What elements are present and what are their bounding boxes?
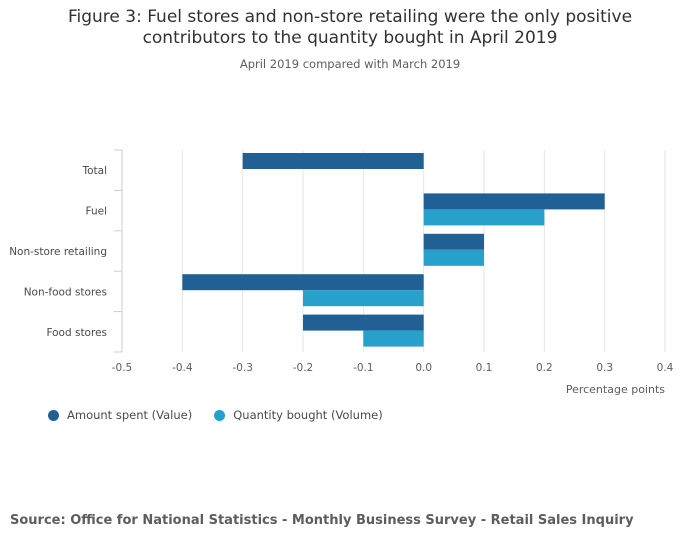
x-axis-ticks: -0.5 -0.4 -0.3 -0.2 -0.1 0.0 0.1 0.2 0.3 0.4: [112, 362, 674, 374]
bar-volume[interactable]: [303, 290, 424, 307]
x-tick-label: -0.5: [112, 362, 133, 374]
x-tick-label: -0.3: [232, 362, 253, 374]
bar-value[interactable]: [303, 314, 424, 331]
legend-label-value: Amount spent (Value): [67, 408, 193, 422]
bars: [182, 153, 605, 347]
source-note: Source: Office for National Statistics -…: [10, 513, 634, 528]
chart-title: Figure 3: Fuel stores and non-store reta…: [67, 7, 633, 48]
bar-value[interactable]: [423, 233, 484, 250]
x-tick-label: 0.1: [476, 362, 493, 374]
category-label: Food stores: [46, 327, 107, 339]
category-label: Fuel: [86, 206, 108, 218]
category-label: Non-store retailing: [9, 246, 107, 258]
x-tick-label: 0.3: [596, 362, 613, 374]
legend-item-value[interactable]: Amount spent (Value): [48, 408, 192, 422]
bar-value[interactable]: [423, 193, 605, 210]
x-tick-label: 0.2: [536, 362, 553, 374]
bar-volume[interactable]: [363, 330, 424, 347]
legend-swatch-volume: [214, 409, 226, 421]
bar-chart: Total Fuel Non-store retailing Non-food sto…: [9, 149, 674, 396]
bar-volume[interactable]: [423, 249, 484, 266]
x-tick-label: -0.2: [293, 362, 314, 374]
x-tick-label: 0.0: [415, 362, 432, 374]
x-tick-label: 0.4: [657, 362, 674, 374]
legend: Amount spent (Value) Quantity bought (Vo…: [48, 408, 405, 422]
legend-swatch-value: [48, 409, 59, 421]
x-tick-label: -0.4: [172, 362, 193, 374]
category-label: Non-food stores: [24, 286, 107, 298]
bar-value[interactable]: [242, 153, 424, 169]
category-axis: Total Fuel Non-store retailing Non-food sto…: [9, 149, 123, 353]
category-label: Total: [81, 165, 107, 177]
x-axis-title: Percentage points: [566, 383, 665, 396]
legend-item-volume[interactable]: Quantity bought (Volume): [214, 408, 383, 422]
legend-label-volume: Quantity bought (Volume): [233, 408, 383, 422]
chart-subtitle: April 2019 compared with March 2019: [239, 57, 461, 71]
bar-value[interactable]: [182, 274, 424, 291]
x-tick-label: -0.1: [353, 362, 374, 374]
bar-volume[interactable]: [423, 209, 545, 226]
